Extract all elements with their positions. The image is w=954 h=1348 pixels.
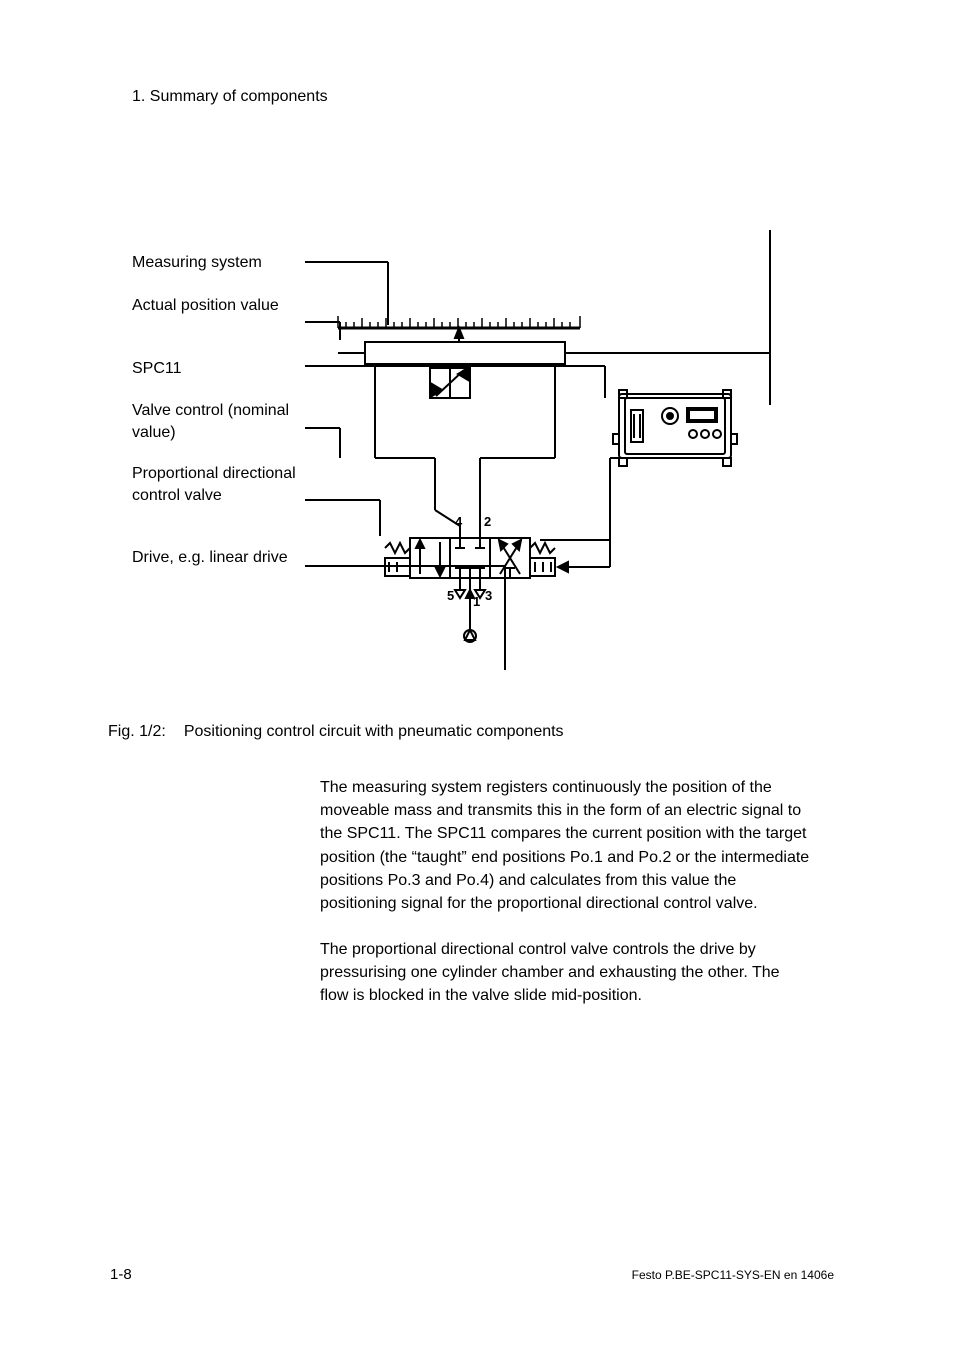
figure-caption-text: Positioning control circuit with pneumat… xyxy=(184,723,564,741)
diagram-svg: 4 2 5 1 3 xyxy=(280,210,820,680)
page-number: 1-8 xyxy=(110,1266,132,1283)
figure-caption: Fig. 1/2: Positioning control circuit wi… xyxy=(108,723,564,741)
body-paragraph-2: The proportional directional control val… xyxy=(320,938,810,1008)
legend-text: SPC11 xyxy=(132,360,182,377)
legend-text: Drive, e.g. linear drive xyxy=(132,549,288,566)
svg-text:1: 1 xyxy=(473,594,480,609)
section-header: 1. Summary of components xyxy=(132,88,328,106)
footer-text: Festo P.BE-SPC11-SYS-EN en 1406e xyxy=(632,1268,834,1282)
legend-text: Measuring system xyxy=(132,254,262,271)
svg-text:3: 3 xyxy=(485,588,492,603)
legend-text: Valve control (nominal value) xyxy=(132,402,289,441)
svg-text:2: 2 xyxy=(484,514,491,529)
legend-text: Actual position value xyxy=(132,297,279,314)
figure-label: Fig. 1/2: xyxy=(108,723,166,741)
legend-text: Proportional directional control valve xyxy=(132,465,296,504)
page: 1. Summary of components Measuring syste… xyxy=(0,0,954,1348)
body-paragraph-1: The measuring system registers continuou… xyxy=(320,776,810,915)
control-circuit-diagram: 4 2 5 1 3 xyxy=(280,210,820,680)
svg-text:5: 5 xyxy=(447,588,454,603)
